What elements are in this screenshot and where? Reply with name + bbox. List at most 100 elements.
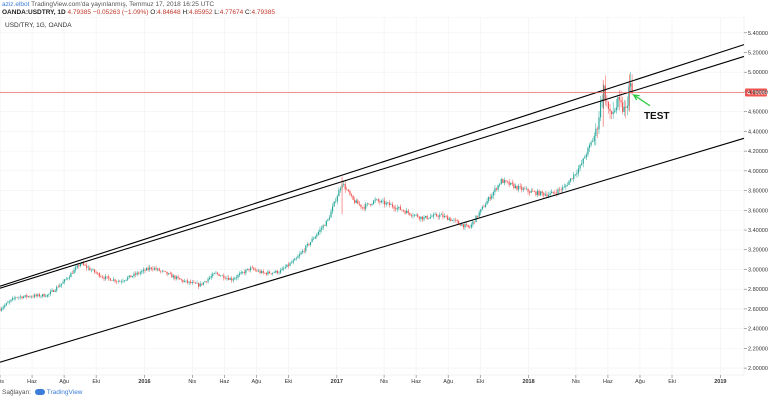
candle-body [347, 189, 349, 192]
candle-body [470, 224, 472, 228]
change-value: −0.05263 (−1.09%) [92, 9, 149, 16]
candle-body [164, 271, 167, 272]
candle-body [264, 272, 266, 274]
test-annotation: TEST [644, 111, 670, 122]
candle-body [522, 188, 524, 190]
candle-body [536, 190, 539, 196]
candle-body [533, 191, 535, 193]
x-tick-label: 2018 [522, 379, 534, 385]
candle-body [221, 275, 223, 276]
candle-body [527, 188, 529, 192]
candle-body [390, 204, 392, 205]
y-tick-label: 2.80000 [748, 287, 768, 293]
x-tick-label: Ağu [252, 379, 262, 385]
close-value: 4.79385 [251, 9, 276, 16]
candle-body [492, 192, 494, 196]
price-axis[interactable]: 5.40000 5.20000 5.00000 4.80000 4.60000 4.400… [744, 31, 768, 372]
candle-body [201, 283, 203, 285]
candle-body [122, 281, 124, 282]
x-tick-label: 2019 [714, 379, 726, 385]
candle-body [558, 189, 561, 190]
candle-body [303, 250, 305, 252]
candle-body [172, 275, 174, 278]
candle-body [262, 271, 264, 273]
x-tick-label: Nis [188, 379, 196, 385]
candle-body [477, 215, 479, 217]
candle-body [491, 195, 493, 199]
candle-body [193, 282, 195, 283]
candle-body [56, 286, 58, 291]
candle-body [377, 199, 379, 202]
low-value: 4.77674 [219, 9, 244, 16]
candle-body [525, 188, 528, 190]
candle-body [609, 108, 611, 112]
candle-body [82, 263, 85, 265]
candle-body [23, 296, 25, 299]
candle-body [309, 242, 312, 245]
y-tick-label: 3.40000 [748, 228, 768, 234]
low-label: L: [214, 9, 220, 16]
candle-body [76, 265, 78, 268]
candle-body [404, 211, 406, 214]
candle-body [207, 279, 209, 282]
x-tick-label: Eki [668, 379, 676, 385]
candle-body [324, 225, 326, 226]
candle-body [538, 190, 540, 196]
lower-channel-line [0, 137, 745, 363]
y-tick-label: 3.80000 [748, 189, 768, 195]
candle-body [582, 158, 584, 164]
candle-body [213, 273, 215, 274]
candle-body [295, 258, 297, 259]
candle-body [562, 187, 564, 190]
candle-body [379, 201, 381, 203]
candle-body [576, 172, 578, 175]
price-chart[interactable]: 4.79385 5.40000 5.20000 5.00000 4.80000 4.60… [0, 17, 768, 387]
candle-body [251, 267, 253, 269]
candle-body [93, 269, 96, 273]
candle-body [21, 296, 23, 299]
candle-body [223, 275, 225, 279]
candle-body [557, 189, 559, 194]
tradingview-link[interactable]: TradingView [46, 389, 83, 396]
candle-body [573, 174, 575, 179]
y-tick-label: 5.20000 [748, 51, 768, 57]
candle-body [410, 214, 413, 216]
candle-body [49, 291, 52, 294]
arrow-head-icon [632, 94, 640, 101]
candle-body [279, 270, 282, 273]
candle-body [46, 294, 48, 297]
candle-body [401, 209, 403, 211]
candle-body [245, 269, 247, 274]
candle-body [620, 100, 622, 103]
candle-body [286, 264, 288, 268]
candle-body [349, 191, 351, 195]
high-value: 4.85952 [188, 9, 213, 16]
candle-body [365, 204, 367, 209]
candle-body [297, 256, 299, 259]
candle-body [371, 203, 373, 205]
candle-body [134, 273, 137, 275]
candle-body [188, 281, 190, 283]
candle-body [111, 280, 113, 282]
candle-body [131, 276, 134, 278]
candle-body [253, 267, 255, 270]
candle-body [429, 216, 431, 219]
x-tick-label: 2016 [138, 379, 150, 385]
time-axis[interactable]: Nis Haz Ağu Eki 2016 Nis Haz Ağu Eki 2017 Nis Haz Ağ… [0, 375, 726, 385]
candle-body [374, 199, 376, 201]
candle-body [75, 267, 77, 270]
channel-lines [0, 44, 745, 363]
candle-body [145, 268, 148, 271]
x-tick-label: Haz [27, 379, 37, 385]
candle-body [585, 154, 587, 158]
candle-body [428, 218, 430, 219]
candle-body [70, 273, 72, 278]
candle-body [35, 294, 37, 296]
tradingview-logo-icon [34, 389, 45, 396]
candle-body [227, 277, 230, 280]
author-link[interactable]: aziz.elbot [2, 1, 30, 8]
candle-body [311, 238, 313, 243]
candle-body [254, 269, 256, 271]
candle-body [242, 272, 244, 273]
